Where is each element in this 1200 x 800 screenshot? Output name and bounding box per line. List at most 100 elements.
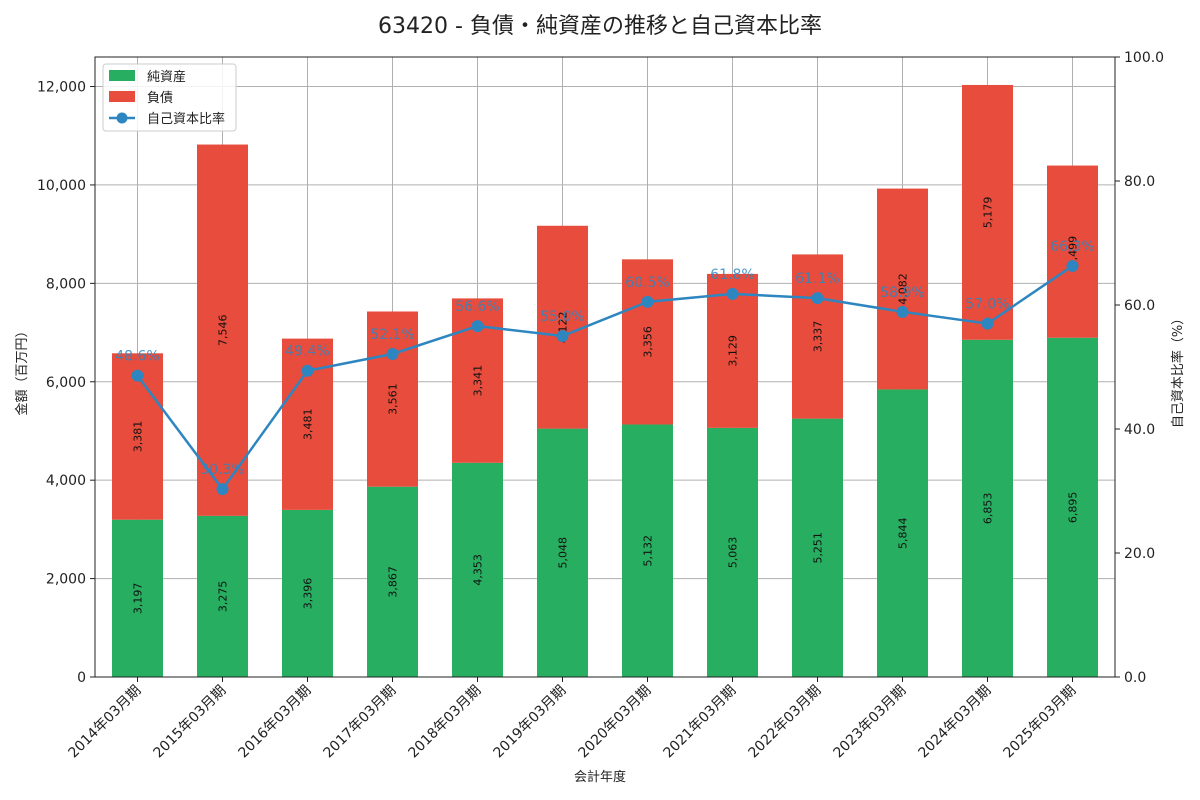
y-tick-label: 2,000 — [46, 572, 86, 588]
legend-marker — [116, 112, 128, 124]
y2-tick-label: 0.0 — [1124, 670, 1146, 686]
ratio-point — [386, 347, 399, 360]
ratio-point — [981, 317, 994, 330]
bar-value-label: 7,546 — [217, 314, 230, 346]
ratio-label: 61.8% — [710, 267, 754, 283]
bar-value-label: 3,867 — [387, 566, 400, 598]
bar-liabilities — [367, 311, 418, 487]
bar-value-label: 6,853 — [982, 493, 995, 524]
chart-title: 63420 - 負債・純資産の推移と自己資本比率 — [378, 14, 822, 39]
ratio-label: 66.3% — [1050, 239, 1094, 255]
bar-value-label: 3,481 — [302, 409, 315, 441]
legend-swatch — [109, 91, 135, 102]
y2-tick-label: 100.0 — [1124, 50, 1164, 66]
ratio-point — [471, 320, 484, 333]
bar-value-label: 5,844 — [897, 517, 910, 549]
bar-labels: 3,197 3,275 3,396 3,867 4,353 5,048 5,132 5,063… — [132, 197, 1080, 614]
bar-net-assets — [197, 515, 248, 677]
ratio-label: 60.5% — [625, 275, 669, 291]
bar-net-assets — [707, 427, 758, 677]
bar-value-label: 6,895 — [1067, 492, 1080, 523]
ratio-label: 57.0% — [965, 297, 1009, 313]
bar-value-label: 3,381 — [132, 421, 145, 453]
x-tick-label: 2023年03月期 — [831, 683, 910, 762]
ratio-point — [301, 364, 314, 377]
ratio-point — [896, 305, 909, 318]
y2-axis-label: 自己資本比率（%） — [1170, 312, 1186, 428]
bar-value-label: 4,082 — [897, 273, 910, 305]
ratio-point — [811, 292, 824, 305]
bar-net-assets — [877, 389, 928, 677]
y2-tick-label: 40.0 — [1124, 422, 1155, 438]
ratio-label: 48.6% — [115, 349, 159, 365]
bar-liabilities — [197, 144, 248, 516]
y-tick-label: 8,000 — [46, 276, 86, 292]
bar-value-label: 3,356 — [642, 326, 655, 358]
ratio-point — [556, 330, 569, 342]
x-tick-label: 2019年03月期 — [491, 683, 570, 762]
x-tick-label: 2018年03月期 — [406, 683, 485, 762]
x-tick-label: 2021年03月期 — [661, 683, 740, 762]
ratio-label: 56.6% — [455, 299, 499, 315]
bar-net-assets — [1047, 337, 1098, 677]
legend-label: 純資産 — [147, 69, 186, 85]
ratio-label: 58.9% — [880, 285, 924, 301]
legend-label: 自己資本比率 — [147, 111, 225, 127]
bar-value-label: 3,341 — [472, 365, 485, 397]
bar-liabilities — [622, 259, 673, 425]
bar-value-label: 3,197 — [132, 583, 145, 615]
y-tick-label: 4,000 — [46, 473, 86, 489]
bar-value-label: 3,561 — [387, 383, 400, 415]
y2-tick-label: 20.0 — [1124, 546, 1155, 562]
ratio-label: 49.4% — [285, 344, 329, 360]
x-tick-label: 2025年03月期 — [1001, 683, 1080, 762]
bar-value-label: 5,048 — [557, 537, 570, 569]
ratio-label: 52.1% — [370, 327, 414, 343]
bar-value-label: 5,063 — [727, 537, 740, 569]
y-tick-label: 0 — [77, 670, 86, 686]
x-tick-label: 2017年03月期 — [321, 683, 400, 762]
y2-tick-label: 80.0 — [1124, 174, 1155, 190]
y2-tick-label: 60.0 — [1124, 298, 1155, 314]
bar-value-label: 5,179 — [982, 197, 995, 229]
x-axis-label: 会計年度 — [574, 769, 626, 785]
bar-value-label: 5,132 — [642, 535, 655, 567]
bar-net-assets — [537, 428, 588, 677]
bar-value-label: 4,353 — [472, 554, 485, 586]
bar-net-assets — [792, 418, 843, 677]
bar-liabilities — [962, 84, 1013, 340]
ratio-line: 48.6% 30.3% 49.4% 52.1% 56.6% 55.0% 60.5% 61.8%… — [115, 239, 1095, 496]
ratio-label: 61.1% — [795, 271, 839, 287]
x-tick-label: 2020年03月期 — [576, 683, 655, 762]
x-tick-label: 2015年03月期 — [151, 683, 230, 762]
ratio-line-path — [136, 264, 1074, 492]
y-tick-label: 6,000 — [46, 375, 86, 391]
x-tick-label: 2024年03月期 — [916, 683, 995, 762]
bar-liabilities — [877, 188, 928, 390]
bar-net-assets — [962, 339, 1013, 677]
ratio-label: 30.3% — [200, 462, 244, 478]
bar-value-label: 3,275 — [217, 581, 230, 613]
bar-net-assets — [282, 509, 333, 677]
bar-value-label: 5,251 — [812, 532, 825, 564]
bar-net-assets — [452, 462, 503, 677]
ratio-point — [216, 483, 229, 496]
bar-net-assets — [367, 486, 418, 677]
bar-value-label: 3,129 — [727, 335, 740, 367]
ratio-point — [726, 287, 739, 300]
y-tick-label: 12,000 — [37, 80, 86, 96]
plot-frame — [94, 56, 1116, 678]
bar-liabilities — [792, 254, 843, 419]
bar-value-label: 3,499 — [1067, 236, 1080, 268]
x-tick-label: 2022年03月期 — [746, 683, 825, 762]
bar-liabilities — [537, 225, 588, 429]
bar-value-label: 3,337 — [812, 321, 825, 353]
y-tick-label: 10,000 — [37, 178, 86, 194]
bars — [112, 84, 1098, 677]
x-tick-label: 2016年03月期 — [236, 683, 315, 762]
ratio-point — [131, 369, 144, 382]
legend-label: 負債 — [147, 91, 173, 106]
bar-liabilities — [1047, 165, 1098, 338]
